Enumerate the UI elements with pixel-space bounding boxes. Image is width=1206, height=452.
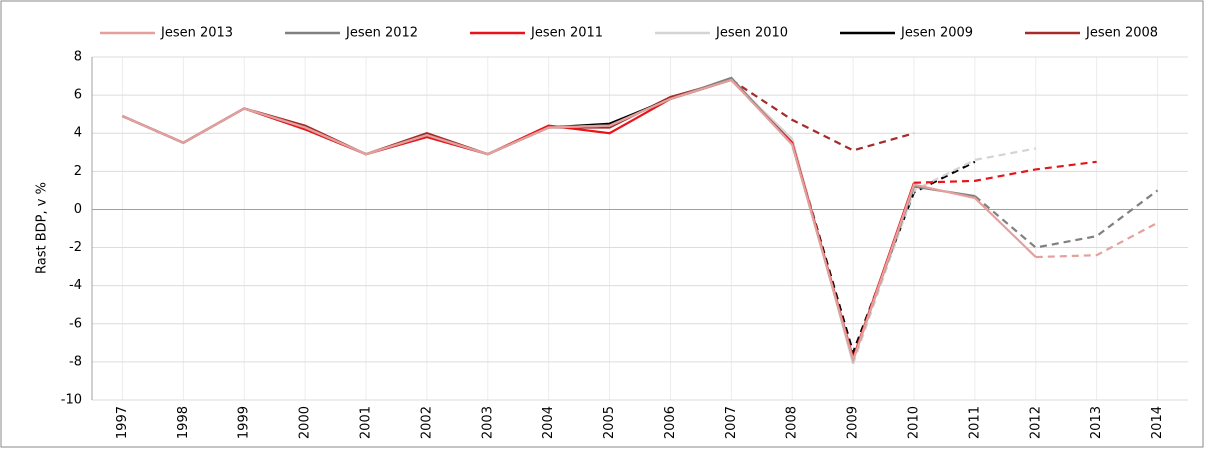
legend-label: Jesen 2011	[530, 26, 603, 41]
x-tick-label: 2006	[663, 406, 678, 439]
forecast-line	[730, 78, 915, 152]
legend-label: Jesen 2012	[345, 26, 418, 41]
x-tick-label: 2011	[967, 406, 982, 439]
x-tick-label: 2003	[480, 406, 495, 439]
legend-label: Jesen 2013	[160, 26, 233, 41]
x-tick-label: 1997	[115, 406, 130, 439]
forecast-line	[913, 160, 1097, 184]
forecast-line	[852, 147, 1036, 365]
x-tick-label: 2004	[541, 406, 556, 439]
x-tick-label: 2009	[846, 406, 861, 439]
x-tick-label: 1998	[176, 406, 191, 439]
legend-label: Jesen 2009	[900, 26, 973, 41]
x-tick-label: 2000	[298, 406, 313, 439]
y-tick-label: 2	[74, 164, 82, 179]
x-tick-label: 2014	[1150, 406, 1165, 439]
x-tick-label: 2001	[359, 406, 374, 439]
x-tick-label: 2002	[419, 406, 434, 439]
x-tick-label: 2012	[1028, 406, 1043, 439]
x-tick-label: 1999	[237, 406, 252, 439]
x-tick-label: 2008	[785, 406, 800, 439]
y-tick-label: -2	[69, 240, 82, 255]
y-tick-label: 4	[74, 126, 82, 141]
legend-label: Jesen 2010	[715, 26, 788, 41]
forecast-line	[974, 189, 1159, 249]
y-tick-label: -8	[69, 354, 82, 369]
y-axis-label: Rast BDP, v %	[35, 182, 50, 274]
y-tick-label: -6	[69, 316, 82, 331]
x-tick-label: 2007	[724, 406, 739, 439]
series-line	[122, 78, 1037, 364]
forecast-line	[1035, 221, 1159, 259]
x-tick-label: 2005	[602, 406, 617, 439]
y-tick-label: -10	[61, 393, 82, 408]
y-tick-label: -4	[69, 278, 82, 293]
y-tick-label: 8	[74, 50, 82, 65]
x-tick-label: 2013	[1089, 406, 1104, 439]
y-tick-label: 6	[74, 88, 82, 103]
y-tick-label: 0	[74, 202, 82, 217]
legend-label: Jesen 2008	[1085, 26, 1158, 41]
x-tick-label: 2010	[907, 406, 922, 439]
